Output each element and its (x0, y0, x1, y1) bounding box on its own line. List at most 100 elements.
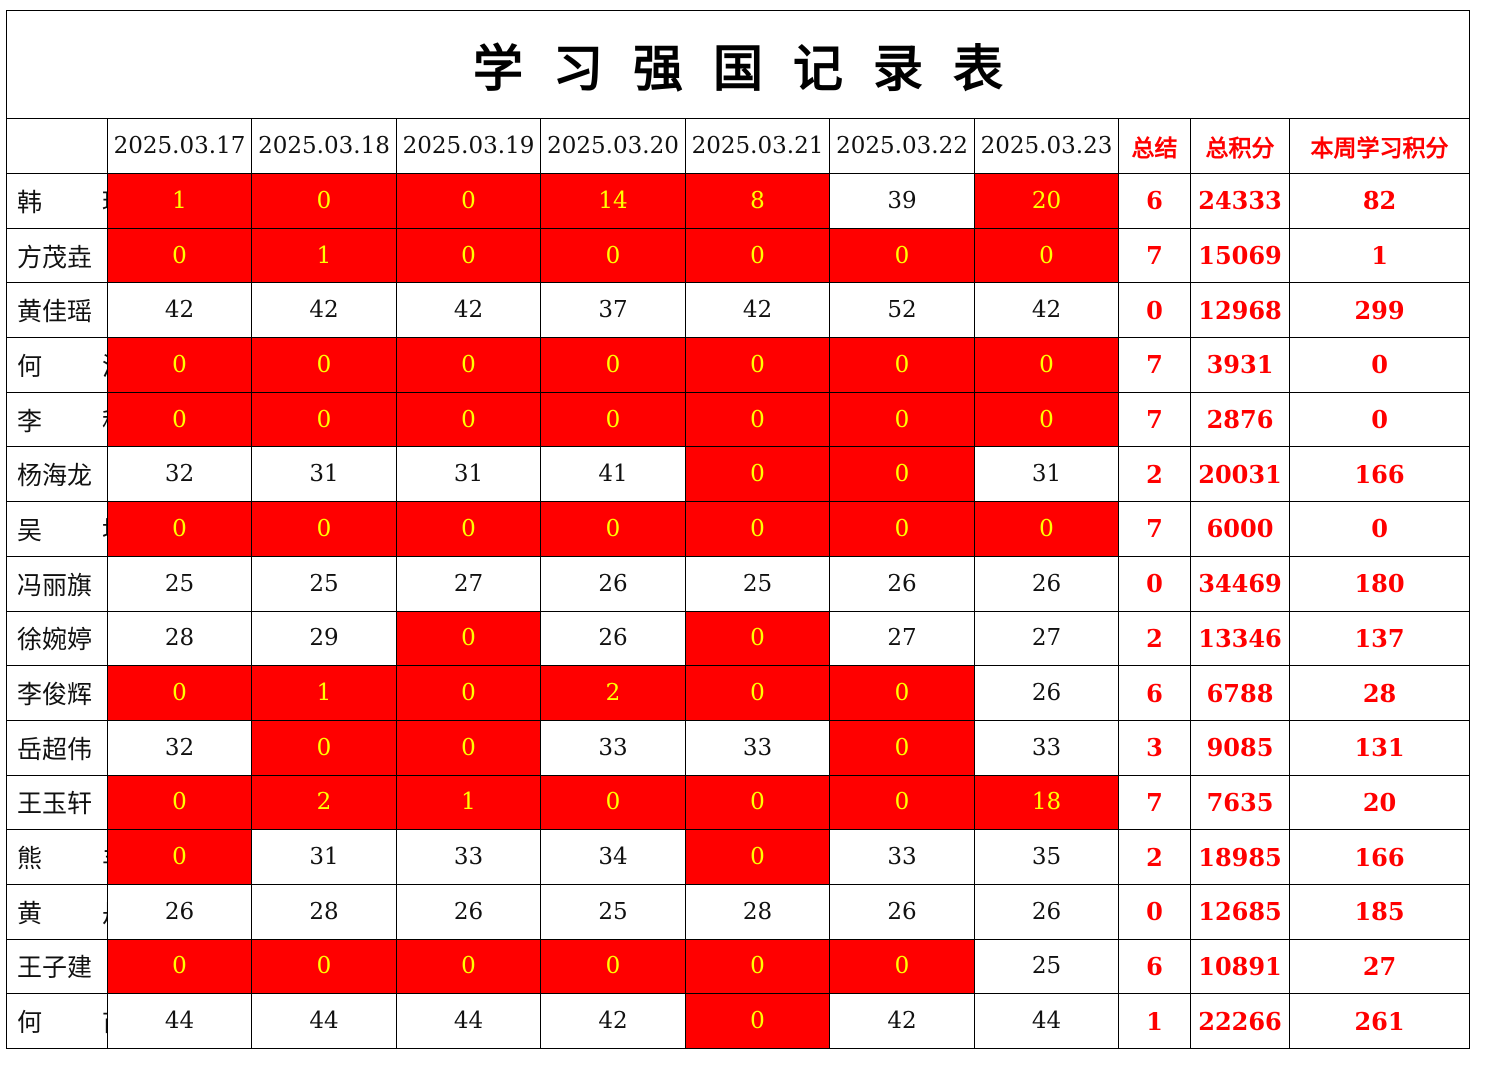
daily-score-cell: 0 (685, 337, 830, 393)
study-record-table: 学习强国记录表 2025.03.17 2025.03.18 2025.03.19… (5, 10, 1471, 1049)
summary-header: 总结 (1118, 118, 1191, 174)
daily-score-cell: 2 (251, 774, 397, 831)
person-name: 冯丽旗 (6, 555, 108, 612)
daily-score-cell: 0 (396, 227, 541, 284)
person-name: 黄 丹 (6, 883, 108, 940)
summary-cell: 1 (1118, 993, 1191, 1049)
daily-score-cell: 0 (540, 938, 686, 995)
daily-score-cell: 0 (396, 610, 541, 667)
daily-score-cell: 0 (974, 337, 1119, 393)
weekly-score-header: 本周学习积分 (1288, 118, 1471, 174)
daily-score-cell: 33 (396, 829, 541, 885)
date-header: 2025.03.19 (396, 118, 541, 174)
weekly-score-cell: 27 (1288, 938, 1471, 995)
daily-score-cell: 0 (685, 446, 830, 503)
summary-cell: 6 (1118, 938, 1191, 995)
daily-score-cell: 33 (685, 719, 830, 776)
person-name: 方茂垚 (6, 227, 108, 284)
daily-score-cell: 44 (251, 993, 397, 1049)
table-row: 黄佳瑶 42 42 42 37 42 52 42 0 12968 299 (6, 282, 1471, 339)
name-column-header (6, 118, 108, 174)
total-score-cell: 10891 (1190, 938, 1290, 995)
daily-score-cell: 0 (685, 829, 830, 885)
summary-cell: 2 (1118, 610, 1191, 667)
daily-score-cell: 0 (396, 719, 541, 776)
daily-score-cell: 26 (974, 555, 1119, 612)
summary-cell: 6 (1118, 665, 1191, 721)
daily-score-cell: 1 (251, 227, 397, 284)
summary-cell: 7 (1118, 337, 1191, 393)
daily-score-cell: 27 (829, 610, 975, 667)
daily-score-cell: 41 (540, 446, 686, 503)
weekly-score-cell: 131 (1288, 719, 1471, 776)
summary-cell: 3 (1118, 719, 1191, 776)
daily-score-cell: 28 (685, 883, 830, 940)
daily-score-cell: 31 (251, 829, 397, 885)
date-header: 2025.03.23 (974, 118, 1119, 174)
daily-score-cell: 0 (540, 501, 686, 557)
daily-score-cell: 0 (107, 227, 252, 284)
daily-score-cell: 0 (829, 719, 975, 776)
daily-score-cell: 0 (251, 938, 397, 995)
person-name: 岳超伟 (6, 719, 108, 776)
weekly-score-cell: 20 (1288, 774, 1471, 831)
summary-cell: 0 (1118, 883, 1191, 940)
daily-score-cell: 0 (829, 337, 975, 393)
daily-score-cell: 0 (974, 391, 1119, 448)
daily-score-cell: 27 (974, 610, 1119, 667)
table-row: 何 苗4444444204244122266261 (6, 993, 1471, 1049)
daily-score-cell: 0 (251, 391, 397, 448)
daily-score-cell: 2 (540, 665, 686, 721)
daily-score-cell: 0 (829, 391, 975, 448)
daily-score-cell: 0 (396, 938, 541, 995)
total-score-cell: 6000 (1190, 501, 1290, 557)
table-body: 学习强国记录表 2025.03.17 2025.03.18 2025.03.19… (5, 10, 1471, 1049)
daily-score-cell: 0 (829, 446, 975, 503)
daily-score-cell: 26 (540, 555, 686, 612)
summary-cell: 7 (1118, 501, 1191, 557)
weekly-score-cell: 166 (1288, 829, 1471, 885)
daily-score-cell: 44 (107, 993, 252, 1049)
weekly-score-cell: 185 (1288, 883, 1471, 940)
weekly-score-cell: 137 (1288, 610, 1471, 667)
table-row: 何 潘0000000739310 (6, 337, 1471, 393)
daily-score-cell: 32 (107, 446, 252, 503)
person-name: 李 程 (6, 391, 108, 448)
person-name: 李俊辉 (6, 665, 108, 721)
daily-score-cell: 8 (685, 173, 830, 229)
total-score-cell: 3931 (1190, 337, 1290, 393)
daily-score-cell: 26 (974, 883, 1119, 940)
daily-score-cell: 42 (829, 993, 975, 1049)
table-row: 李 程0000000728760 (6, 391, 1471, 448)
daily-score-cell: 33 (829, 829, 975, 885)
daily-score-cell: 25 (974, 938, 1119, 995)
daily-score-cell: 0 (540, 391, 686, 448)
daily-score-cell: 26 (829, 883, 975, 940)
daily-score-cell: 42 (685, 282, 830, 339)
daily-score-cell: 1 (251, 665, 397, 721)
daily-score-cell: 33 (540, 719, 686, 776)
table-row: 王子建 0 0 0 0 0 0 25 6 10891 27 (6, 938, 1471, 995)
daily-score-cell: 0 (107, 774, 252, 831)
daily-score-cell: 42 (396, 282, 541, 339)
daily-score-cell: 0 (829, 938, 975, 995)
daily-score-cell: 1 (396, 774, 541, 831)
weekly-score-cell: 166 (1288, 446, 1471, 503)
daily-score-cell: 25 (540, 883, 686, 940)
total-score-cell: 22266 (1190, 993, 1290, 1049)
daily-score-cell: 26 (107, 883, 252, 940)
person-name: 杨海龙 (6, 446, 108, 503)
person-name: 王玉轩 (6, 774, 108, 831)
daily-score-cell: 0 (251, 501, 397, 557)
person-name: 王子建 (6, 938, 108, 995)
daily-score-cell: 27 (396, 555, 541, 612)
daily-score-cell: 42 (107, 282, 252, 339)
daily-score-cell: 0 (685, 774, 830, 831)
person-name: 韩 珺 (6, 173, 108, 229)
total-score-cell: 34469 (1190, 555, 1290, 612)
total-score-cell: 12685 (1190, 883, 1290, 940)
table-row: 杨海龙 32 31 31 41 0 0 31 2 20031 166 (6, 446, 1471, 503)
daily-score-cell: 26 (396, 883, 541, 940)
daily-score-cell: 0 (540, 774, 686, 831)
daily-score-cell: 0 (251, 719, 397, 776)
